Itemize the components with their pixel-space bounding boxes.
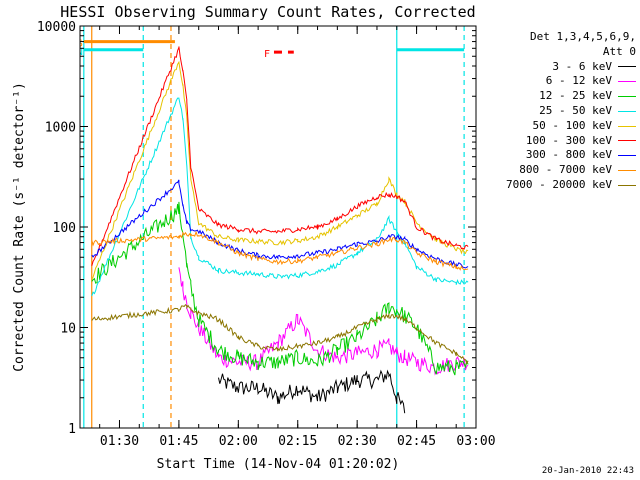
x-tick-label: 01:45 xyxy=(159,434,198,449)
legend-entry: 25 - 50 keV xyxy=(478,104,636,119)
series-line-1 xyxy=(218,369,406,414)
legend-entry-label: 3 - 6 keV xyxy=(552,59,612,73)
y-tick-label: 1 xyxy=(68,422,76,437)
flag-label: S xyxy=(77,39,83,50)
legend-swatch xyxy=(618,184,636,186)
legend-entry-label: 25 - 50 keV xyxy=(539,103,612,117)
series-line-8 xyxy=(91,230,469,271)
y-tick-label: 10 xyxy=(60,322,76,337)
x-tick-label: 02:30 xyxy=(338,434,377,449)
series-line-2 xyxy=(178,267,469,376)
flag-label: F xyxy=(264,49,270,60)
legend-entry: 100 - 300 keV xyxy=(478,134,636,149)
flag-label: N xyxy=(77,47,83,58)
x-tick-label: 02:00 xyxy=(219,434,258,449)
y-tick-label: 1000 xyxy=(45,121,76,136)
chart-title: HESSI Observing Summary Count Rates, Cor… xyxy=(60,3,475,21)
legend-entry-label: 300 - 800 keV xyxy=(525,148,612,162)
legend-swatch xyxy=(618,81,636,83)
legend-swatch xyxy=(618,140,636,142)
series-line-7 xyxy=(91,179,469,269)
legend-entry-label: 800 - 7000 keV xyxy=(519,163,612,177)
date-stamp: 20-Jan-2010 22:43 xyxy=(541,466,634,476)
y-tick-label: 100 xyxy=(53,221,76,236)
legend-swatch xyxy=(618,96,636,98)
legend-entry-label: 6 - 12 keV xyxy=(545,74,612,88)
legend-swatch xyxy=(618,110,636,112)
series-line-9 xyxy=(91,303,469,365)
legend-swatch xyxy=(618,170,636,172)
legend-entry-label: 7000 - 20000 keV xyxy=(506,177,612,191)
y-axis-label: Corrected Count Rate (s⁻¹ detector⁻¹) xyxy=(12,82,27,372)
legend-swatch xyxy=(618,125,636,127)
series-line-4 xyxy=(91,97,469,297)
legend-entry-label: 12 - 25 keV xyxy=(539,89,612,103)
legend-entry: 12 - 25 keV xyxy=(478,89,636,104)
legend-title-line-2: Att 0 xyxy=(602,44,636,58)
x-tick-label: 01:30 xyxy=(100,434,139,449)
legend-entry: 3 - 6 keV xyxy=(478,60,636,75)
legend-entry: 800 - 7000 keV xyxy=(478,163,636,178)
x-tick-label: 03:00 xyxy=(456,434,495,449)
series-line-6 xyxy=(91,46,469,266)
x-tick-label: 02:45 xyxy=(397,434,436,449)
legend-entry-label: 50 - 100 keV xyxy=(532,118,612,132)
x-tick-label: 02:15 xyxy=(278,434,317,449)
legend-entry: 6 - 12 keV xyxy=(478,74,636,89)
legend-entry: 50 - 100 keV xyxy=(478,119,636,134)
y-tick-label: 10000 xyxy=(37,20,76,35)
legend-title-line-1: Det 1,3,4,5,6,9, xyxy=(530,30,636,43)
legend-entry: 7000 - 20000 keV xyxy=(478,178,636,193)
legend-swatch xyxy=(618,155,636,157)
series-line-3 xyxy=(91,201,469,376)
legend: Det 1,3,4,5,6,9, Att 0 3 - 6 keV 6 - 12 k… xyxy=(478,30,636,193)
legend-entry: 300 - 800 keV xyxy=(478,148,636,163)
legend-swatch xyxy=(618,66,636,68)
legend-entry-label: 100 - 300 keV xyxy=(525,133,612,147)
x-axis-label: Start Time (14-Nov-04 01:20:02) xyxy=(157,457,400,472)
